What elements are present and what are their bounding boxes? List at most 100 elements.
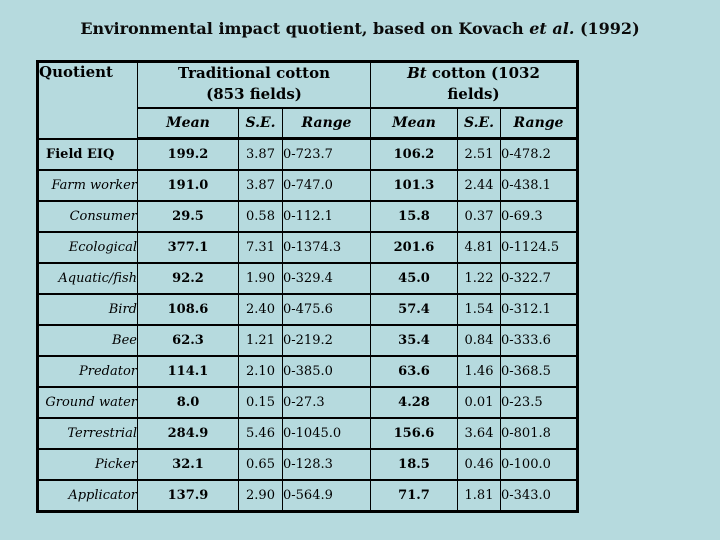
group-header-traditional-text: Traditional cotton (853 fields) [178, 64, 330, 103]
trad-se-value: 2.10 [238, 355, 283, 388]
bt-se-value: 1.54 [457, 293, 501, 326]
trad-range-value: 0-723.7 [282, 137, 371, 171]
trad-range-value: 0-1045.0 [282, 417, 371, 450]
bt-range-value: 0-69.3 [500, 200, 578, 233]
bt-range-value: 0-478.2 [500, 137, 578, 171]
page-title: Environmental impact quotient, based on … [0, 19, 720, 38]
bt-mean-value: 18.5 [370, 448, 458, 481]
table-row: Bee 62.3 1.21 0-219.2 35.4 0.84 0-333.6 [37, 324, 578, 357]
row-label: Picker [37, 448, 138, 481]
table-body: Field EIQ 199.2 3.87 0-723.7 106.2 2.51 0-478.… [37, 137, 578, 513]
group-header-bt-text: cotton (1032 fields) [426, 64, 540, 103]
bt-mean-value: 35.4 [370, 324, 458, 357]
bt-mean-value: 45.0 [370, 262, 458, 295]
trad-mean-value: 284.9 [137, 417, 239, 450]
bt-range-value: 0-100.0 [500, 448, 578, 481]
bt-mean-value: 63.6 [370, 355, 458, 388]
page-title-etal: et al. [529, 19, 575, 38]
trad-range-value: 0-475.6 [282, 293, 371, 326]
trad-se-value: 0.15 [238, 386, 283, 419]
trad-mean-header: Mean [137, 107, 239, 140]
trad-range-value: 0-112.1 [282, 200, 371, 233]
row-label: Field EIQ [37, 137, 138, 171]
bt-se-value: 1.81 [457, 479, 501, 513]
trad-mean-value: 199.2 [137, 137, 239, 171]
trad-se-header: S.E. [238, 107, 283, 140]
trad-se-value: 0.58 [238, 200, 283, 233]
trad-se-value: 3.87 [238, 169, 283, 202]
trad-mean-value: 114.1 [137, 355, 239, 388]
table-row: Field EIQ 199.2 3.87 0-723.7 106.2 2.51 0-478.… [37, 137, 578, 171]
bt-range-value: 0-322.7 [500, 262, 578, 295]
bt-se-value: 1.46 [457, 355, 501, 388]
group-header-bt-label: Bt cotton (1032 fields) [379, 63, 569, 105]
trad-mean-value: 8.0 [137, 386, 239, 419]
trad-mean-value: 32.1 [137, 448, 239, 481]
bt-se-value: 2.51 [457, 137, 501, 171]
row-label: Farm worker [37, 169, 138, 202]
table-row: Consumer 29.5 0.58 0-112.1 15.8 0.37 0-69.3 [37, 200, 578, 233]
bt-se-header: S.E. [457, 107, 501, 140]
bt-se-value: 0.01 [457, 386, 501, 419]
bt-mean-value: 101.3 [370, 169, 458, 202]
bt-range-value: 0-1124.5 [500, 231, 578, 264]
bt-se-value: 3.64 [457, 417, 501, 450]
trad-range-value: 0-385.0 [282, 355, 371, 388]
bt-mean-value: 15.8 [370, 200, 458, 233]
table-row: Terrestrial 284.9 5.46 0-1045.0 156.6 3.64 0-8… [37, 417, 578, 450]
group-header-row: Quotient Traditional cotton (853 fields)… [37, 60, 578, 140]
row-label: Applicator [37, 479, 138, 513]
table-row: Picker 32.1 0.65 0-128.3 18.5 0.46 0-100.0 [37, 448, 578, 481]
trad-mean-value: 62.3 [137, 324, 239, 357]
page-title-prefix: Environmental impact quotient, based on … [80, 19, 530, 38]
bt-se-value: 2.44 [457, 169, 501, 202]
trad-mean-value: 377.1 [137, 231, 239, 264]
trad-range-value: 0-564.9 [282, 479, 371, 513]
trad-mean-value: 29.5 [137, 200, 239, 233]
table-header: Quotient Traditional cotton (853 fields)… [37, 60, 578, 140]
trad-mean-value: 92.2 [137, 262, 239, 295]
bt-se-value: 0.46 [457, 448, 501, 481]
bt-mean-value: 156.6 [370, 417, 458, 450]
row-label: Aquatic/fish [37, 262, 138, 295]
trad-range-value: 0-27.3 [282, 386, 371, 419]
trad-se-value: 3.87 [238, 137, 283, 171]
bt-mean-value: 4.28 [370, 386, 458, 419]
bt-range-value: 0-368.5 [500, 355, 578, 388]
bt-mean-value: 201.6 [370, 231, 458, 264]
page-title-suffix: (1992) [574, 19, 640, 38]
bt-range-value: 0-343.0 [500, 479, 578, 513]
bt-range-value: 0-801.8 [500, 417, 578, 450]
trad-mean-value: 108.6 [137, 293, 239, 326]
bt-mean-header: Mean [370, 107, 458, 140]
bt-range-value: 0-438.1 [500, 169, 578, 202]
trad-se-value: 7.31 [238, 231, 283, 264]
table-row: Ground water 8.0 0.15 0-27.3 4.28 0.01 0-23.5 [37, 386, 578, 419]
trad-se-value: 1.90 [238, 262, 283, 295]
trad-range-value: 0-219.2 [282, 324, 371, 357]
trad-se-value: 1.21 [238, 324, 283, 357]
row-label: Consumer [37, 200, 138, 233]
table-row: Predator 114.1 2.10 0-385.0 63.6 1.46 0-368.5 [37, 355, 578, 388]
eiq-table: Quotient Traditional cotton (853 fields)… [36, 60, 579, 513]
trad-range-value: 0-329.4 [282, 262, 371, 295]
trad-mean-value: 191.0 [137, 169, 239, 202]
row-label: Ecological [37, 231, 138, 264]
trad-se-value: 2.40 [238, 293, 283, 326]
trad-se-value: 2.90 [238, 479, 283, 513]
table-row: Applicator 137.9 2.90 0-564.9 71.7 1.81 0-343.… [37, 479, 578, 513]
sub-header-row: Mean S.E. Range Mean S.E. Range [38, 107, 578, 140]
row-label: Bee [37, 324, 138, 357]
bt-range-value: 0-333.6 [500, 324, 578, 357]
bt-range-value: 0-312.1 [500, 293, 578, 326]
corner-header-quotient: Quotient [37, 60, 138, 140]
group-header-bt: Bt cotton (1032 fields) [370, 60, 578, 109]
trad-range-value: 0-747.0 [282, 169, 371, 202]
row-label: Predator [37, 355, 138, 388]
trad-range-header: Range [282, 107, 371, 140]
group-header-traditional-label: Traditional cotton (853 fields) [159, 63, 349, 105]
trad-mean-value: 137.9 [137, 479, 239, 513]
table-row: Farm worker 191.0 3.87 0-747.0 101.3 2.44 0-43… [37, 169, 578, 202]
bt-range-header: Range [500, 107, 578, 140]
